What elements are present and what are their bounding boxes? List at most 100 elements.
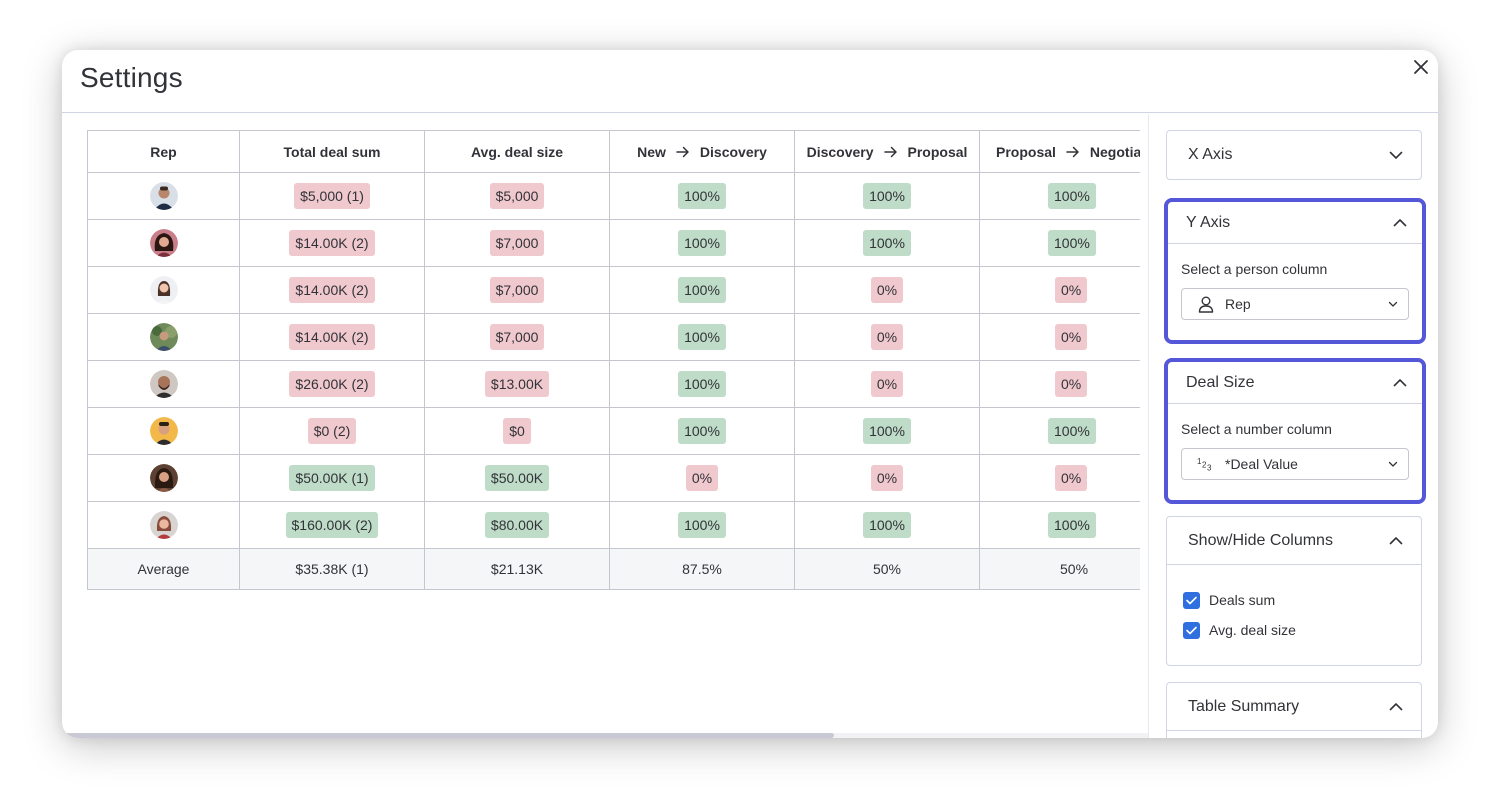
checkbox[interactable] [1183,591,1200,609]
rep-cell[interactable] [87,360,240,408]
rep-cell[interactable] [87,219,240,267]
avg-deal-size-cell: $50.00K [424,454,610,502]
rep-cell[interactable] [87,454,240,502]
person-column-label: Select a person column [1181,261,1328,277]
stage-2-cell: 0% [794,454,980,502]
x-axis-section: X Axis [1166,130,1422,180]
table-header-row: Rep Total deal sum Avg. deal size New Di… [87,130,1140,173]
status-pill: $5,000 [489,183,545,209]
table-row: $14.00K (2) $7,000 100% 0% 0% [87,313,1140,361]
y-axis-header[interactable]: Y Axis [1168,202,1422,244]
column-header-stage-2[interactable]: Discovery Proposal [794,130,980,173]
stage-1-cell: 100% [609,360,795,408]
stage-from-label: New [637,143,666,160]
stage-from-label: Proposal [996,143,1056,160]
column-header-stage-3[interactable]: Proposal Negotia.. [979,130,1140,173]
total-deal-sum-cell: $160.00K (2) [239,501,425,549]
stage-1-cell: 100% [609,266,795,314]
stage-to-label: Negotia.. [1089,143,1140,160]
rep-cell[interactable] [87,501,240,549]
stage-1-cell: 100% [609,407,795,455]
stage-2-cell: 0% [794,266,980,314]
status-pill: $14.00K (2) [289,277,375,303]
stage-1-cell: 0% [609,454,795,502]
avatar [149,323,178,351]
stage-3-cell: 100% [979,501,1140,549]
status-pill: 0% [870,324,904,350]
close-button[interactable] [1408,54,1434,80]
stage-3-cell: 100% [979,172,1140,220]
table-row: $50.00K (1) $50.00K 0% 0% 0% [87,454,1140,502]
status-pill: 100% [863,183,911,209]
avg-deal-size-cell: $7,000 [424,266,610,314]
column-header-total-deal-sum[interactable]: Total deal sum [239,130,425,173]
chevron-up-icon [1393,379,1407,387]
status-pill: 100% [678,324,726,350]
svg-text:2: 2 [1202,461,1207,470]
status-pill: 100% [678,277,726,303]
stage-1-cell: 100% [609,219,795,267]
rep-cell[interactable] [87,172,240,220]
person-column-dropdown[interactable]: Rep [1181,288,1409,320]
average-label: Average [87,548,240,590]
average-stage-3: 50% [979,548,1140,590]
checkbox[interactable] [1183,621,1200,639]
stage-3-cell: 0% [979,266,1140,314]
status-pill: 0% [1055,371,1088,397]
main-area: Rep Total deal sum Avg. deal size New Di… [62,114,1148,738]
y-axis-body: Select a person column Rep [1168,244,1422,336]
status-pill: 100% [678,418,726,444]
show-hide-columns-body: Deals sum Avg. deal size [1167,565,1421,645]
chevron-down-icon [1388,461,1398,467]
status-pill: 100% [863,512,911,538]
checkbox-deals-sum[interactable]: Deals sum [1183,585,1405,615]
status-pill: 0% [870,371,904,397]
status-pill: $14.00K (2) [289,230,375,256]
chevron-down-icon [1389,151,1403,159]
stage-3-cell: 0% [979,360,1140,408]
rep-cell[interactable] [87,266,240,314]
table-row: $14.00K (2) $7,000 100% 100% 100% [87,219,1140,267]
x-axis-header[interactable]: X Axis [1167,131,1421,179]
stage-2-cell: 100% [794,407,980,455]
settings-side-panel: X Axis Y Axis Select a person column Rep [1148,114,1438,738]
status-pill: 0% [1055,465,1088,491]
number-column-value: *Deal Value [1225,456,1298,472]
total-deal-sum-cell: $26.00K (2) [239,360,425,408]
rep-cell[interactable] [87,407,240,455]
chevron-up-icon [1393,219,1407,227]
stage-1-cell: 100% [609,313,795,361]
horizontal-scrollbar[interactable] [62,733,1148,738]
stage-from-label: Discovery [806,143,874,160]
deal-size-title: Deal Size [1186,373,1255,391]
rep-cell[interactable] [87,313,240,361]
column-header-stage-1[interactable]: New Discovery [609,130,795,173]
avg-deal-size-cell: $80.00K [424,501,610,549]
status-pill: $13.00K [484,371,550,397]
show-hide-columns-header[interactable]: Show/Hide Columns [1167,517,1421,565]
column-header-avg-deal-size[interactable]: Avg. deal size [424,130,610,173]
side-panel-scrollbar[interactable] [1422,114,1424,738]
settings-modal: Settings Rep Total d [62,50,1438,738]
status-pill: $0 [503,418,531,444]
avg-deal-size-cell: $5,000 [424,172,610,220]
column-header-rep[interactable]: Rep [87,130,240,173]
arrow-right-icon [676,146,689,157]
horizontal-scrollbar-thumb[interactable] [62,733,834,738]
table-summary-header[interactable]: Table Summary [1167,683,1421,731]
avatar [149,370,178,398]
average-stage-1: 87.5% [609,548,795,590]
stage-2-cell: 100% [794,172,980,220]
stage-3-cell: 100% [979,407,1140,455]
checkbox-avg-deal-size[interactable]: Avg. deal size [1183,615,1405,645]
table-row: $5,000 (1) $5,000 100% 100% 100% [87,172,1140,220]
status-pill: 100% [678,183,726,209]
avg-deal-size-cell: $7,000 [424,219,610,267]
arrow-right-icon [883,146,897,157]
stage-to-label: Discovery [699,143,767,160]
deal-size-header[interactable]: Deal Size [1168,362,1422,404]
y-axis-title: Y Axis [1186,213,1231,231]
